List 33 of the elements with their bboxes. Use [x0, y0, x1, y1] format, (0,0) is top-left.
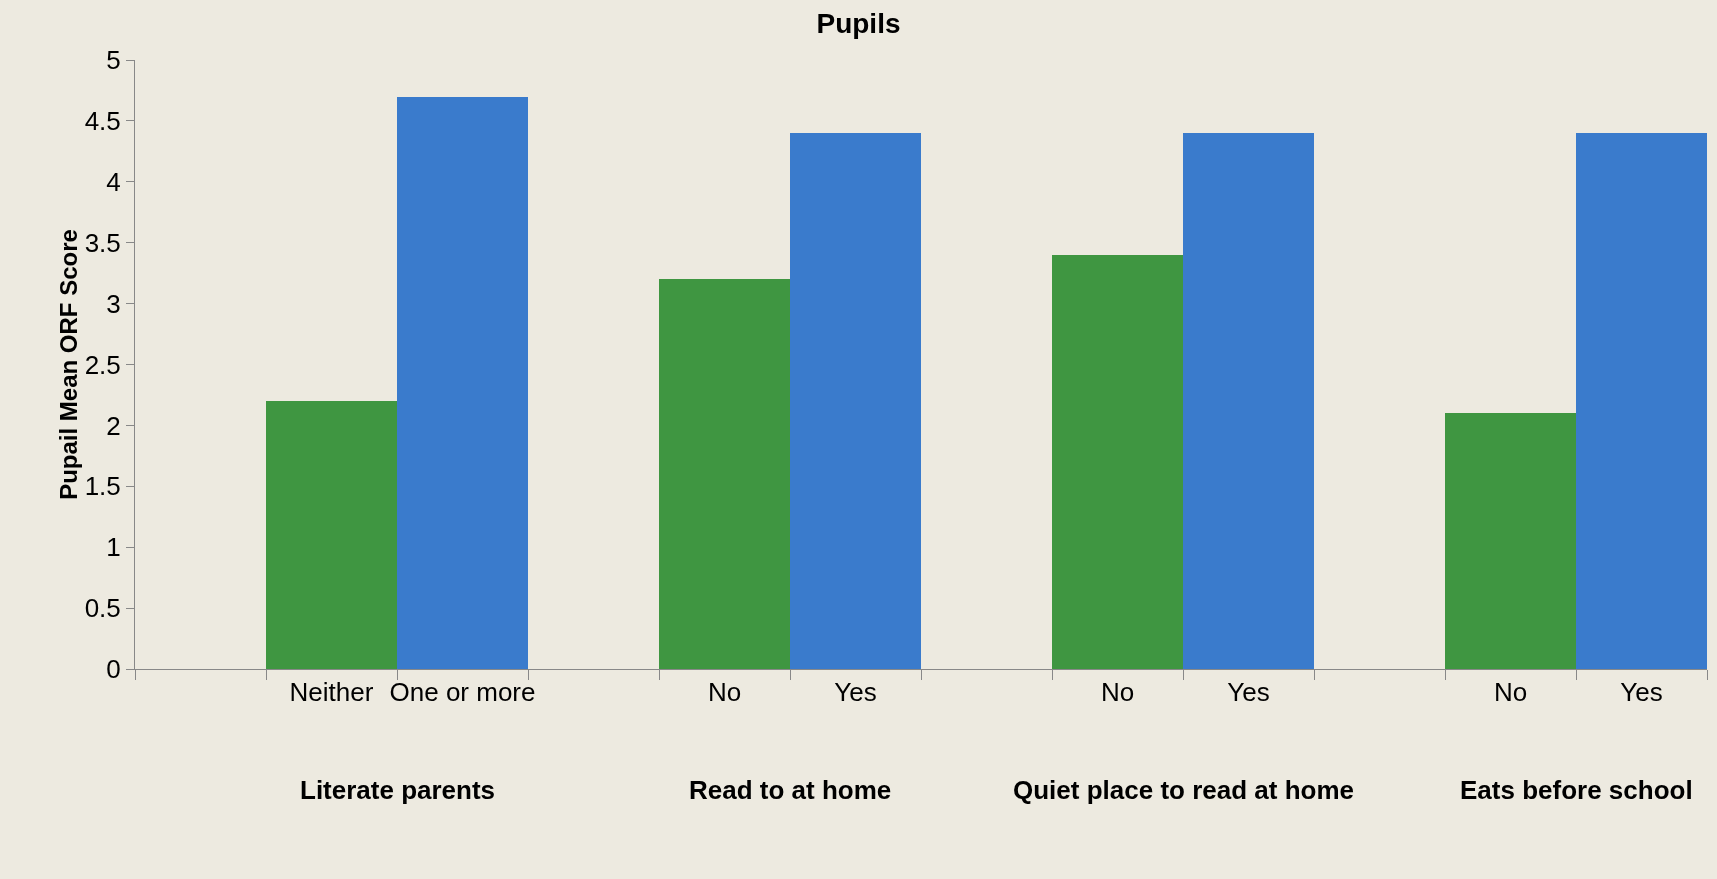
y-tick-label: 3 [106, 288, 121, 319]
text: Literate parents [300, 775, 496, 805]
y-tick-label: 4.5 [84, 106, 121, 136]
x-tick-label: Yes [834, 677, 877, 708]
text: Quiet place to read at home [1013, 775, 1354, 805]
x-tick-label: No [707, 677, 742, 708]
y-tick-label: 4 [106, 166, 121, 197]
y-axis-title: Pupail Mean ORF Score [55, 229, 82, 500]
y-tick-label: 3.5 [84, 227, 121, 258]
text: Read to at home [689, 775, 892, 805]
x-tick-label: Yes [1227, 677, 1270, 708]
y-tick-label: 0 [106, 654, 121, 685]
y-tick-label: 2.5 [84, 349, 121, 380]
bar [790, 133, 921, 669]
bar [1445, 413, 1576, 669]
text: Eats before school [1460, 775, 1693, 805]
y-tick-label: 2 [106, 410, 121, 441]
x-tick-label: Neither [289, 677, 374, 708]
bar [1183, 133, 1314, 669]
chart-title: Pupils [816, 7, 901, 39]
bar [1576, 133, 1707, 669]
bar [659, 279, 790, 669]
bar [1052, 254, 1183, 669]
y-tick-label: 0.5 [84, 593, 121, 624]
bar [266, 401, 397, 669]
y-tick-label: 1.5 [84, 471, 121, 502]
x-tick-label: Yes [1620, 677, 1663, 708]
y-tick-label: 1 [106, 532, 121, 563]
x-tick-label: No [1493, 677, 1528, 708]
x-tick-label: One or more [389, 677, 536, 708]
x-tick-label: No [1100, 677, 1135, 708]
y-tick-label: 5 [106, 45, 121, 76]
bar [397, 96, 528, 669]
